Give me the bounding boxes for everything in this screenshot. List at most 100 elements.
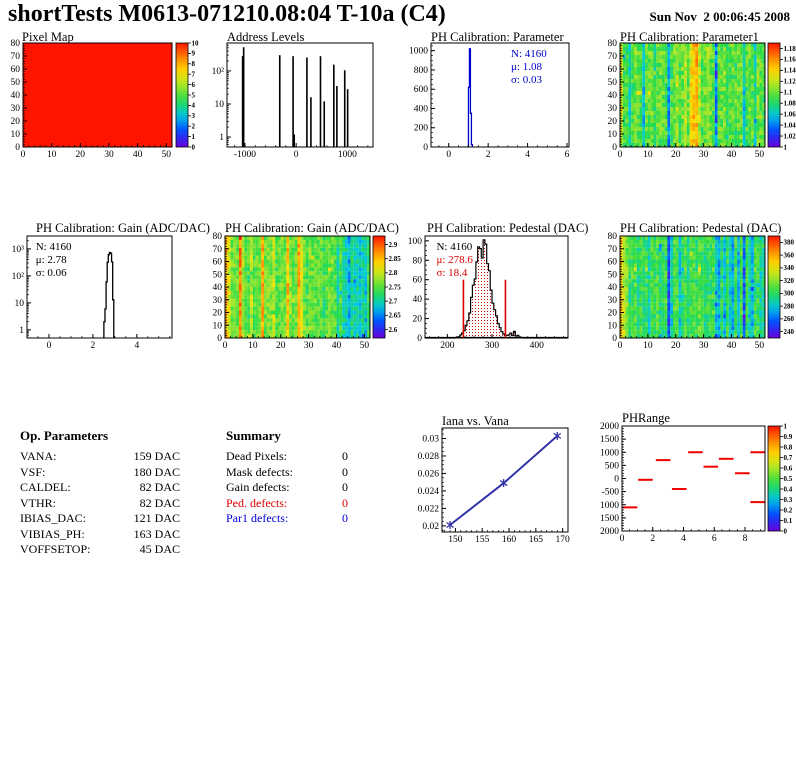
histogram-spike [292, 56, 294, 147]
summary-row: Dead Pixels: 0 [226, 449, 348, 463]
colorbar [767, 42, 781, 148]
svg-text:6: 6 [712, 534, 717, 544]
svg-text:200: 200 [414, 124, 429, 134]
histogram-spike [293, 134, 296, 147]
plot-frame [26, 235, 173, 339]
panel-gain-map: PH Calibration: Gain (ADC/DAC) 0 10 20 30 40… [210, 220, 405, 353]
op-parameters-title: Op. Parameters [20, 428, 109, 443]
plot-frame [441, 427, 569, 533]
stats-line: N: 4160 [511, 48, 547, 60]
svg-text:0.024: 0.024 [418, 487, 440, 497]
svg-text:2000: 2000 [600, 527, 619, 537]
svg-text:0: 0 [294, 150, 299, 160]
colorbar [372, 235, 386, 339]
svg-text:10: 10 [608, 130, 618, 140]
svg-text:150: 150 [448, 535, 463, 545]
plot-frame [226, 42, 374, 148]
svg-text:2.75: 2.75 [389, 283, 402, 291]
svg-text:20: 20 [671, 341, 681, 351]
histogram-spike [241, 56, 244, 147]
summary-title: Summary [226, 428, 281, 443]
svg-text:1.14: 1.14 [784, 67, 796, 75]
panel-pedestal-map: PH Calibration: Pedestal (DAC) 0 10 20 30 40… [605, 220, 796, 353]
svg-text:50: 50 [608, 270, 618, 280]
chart-pedestal-map[interactable]: 0 10 20 30 40 50 0 10 20 30 40 50 60 70 80 380 360 340 320… [605, 220, 796, 353]
svg-text:165: 165 [529, 535, 544, 545]
svg-text:155: 155 [475, 535, 490, 545]
chart-phrange[interactable]: 0 2 4 6 8 2000 1500 1000 500 0 -500 1000 1500 2000 1 0.… [600, 406, 796, 548]
summary-row: Ped. defects: 0 [226, 495, 348, 510]
svg-text:1: 1 [19, 326, 24, 336]
heatmap-cells [620, 236, 766, 339]
svg-text:10: 10 [213, 321, 223, 331]
svg-text:1000: 1000 [600, 448, 619, 458]
plot-title-gain-hist: PH Calibration: Gain (ADC/DAC) [36, 221, 210, 235]
stats-line: N: 4160 [36, 241, 72, 253]
svg-text:1500: 1500 [600, 435, 619, 445]
plot-title-ph-parameter: PH Calibration: Parameter [431, 30, 564, 44]
svg-text:0: 0 [423, 143, 428, 153]
svg-text:160: 160 [502, 535, 517, 545]
chart-pixel-map[interactable]: 0 10 20 30 40 50 0 10 20 30 40 50 60 70 80 10 9 8 7 6 5 4 3 2 1 0 [10, 30, 205, 162]
histogram-series [466, 48, 474, 148]
chart-iana-vs-vana[interactable]: 150 155 160 165 170 0.02 0.022 0.024 0.026 0.028 0… [405, 406, 600, 548]
svg-text:60: 60 [11, 65, 21, 75]
svg-text:20: 20 [213, 309, 223, 319]
param-row: VSF: 180 DAC [20, 464, 180, 479]
panel-pedestal-hist: PH Calibration: Pedestal (DAC) 200 300 400… [405, 220, 600, 353]
histogram-spike [346, 89, 349, 147]
svg-text:1.02: 1.02 [784, 132, 796, 140]
svg-text:1: 1 [784, 143, 788, 151]
svg-text:60: 60 [608, 258, 618, 268]
svg-text:10: 10 [11, 130, 21, 140]
histogram-spike [333, 64, 335, 147]
svg-text:80: 80 [413, 256, 423, 266]
histogram-series [103, 251, 115, 338]
chart-address-levels[interactable]: -1000 0 1000 1 10 10² [212, 30, 398, 162]
histogram-spike [343, 70, 346, 147]
svg-text:7: 7 [192, 71, 196, 79]
svg-text:1.16: 1.16 [784, 56, 796, 64]
svg-text:300: 300 [784, 290, 795, 298]
svg-text:5: 5 [192, 91, 196, 99]
svg-text:1.08: 1.08 [784, 100, 796, 108]
svg-text:0: 0 [15, 143, 20, 153]
histogram-spike [306, 57, 308, 147]
panel-pixel-map: Pixel Map 0 10 20 30 40 50 0 10 20 30 40 50 60 70 80 10… [10, 30, 205, 162]
panel-parameter1-map: PH Calibration: Parameter1 0 10 20 30 40 50 0 1… [605, 30, 796, 162]
svg-text:50: 50 [360, 341, 370, 351]
param-row: VTHR: 82 DAC [20, 495, 180, 510]
param-row: VOFFSETOP: 45 DAC [20, 542, 180, 556]
svg-text:80: 80 [608, 232, 618, 242]
chart-pedestal-hist[interactable]: 200 300 400 0 20 40 60 80 100 N: 4160 μ: 278.6 σ: 1… [405, 220, 600, 353]
svg-text:2.7: 2.7 [389, 297, 398, 305]
chart-parameter1-map[interactable]: 0 10 20 30 40 50 0 10 20 30 40 50 60 70 80 1.18 1.16 1.14… [605, 30, 796, 162]
svg-text:50: 50 [755, 150, 765, 160]
svg-text:10²: 10² [12, 272, 25, 282]
svg-text:1000: 1000 [600, 501, 619, 511]
chart-ph-parameter[interactable]: 0 2 4 6 0 200 400 600 800 1000 N: 4160 μ: 1.08 σ: 0.… [405, 30, 600, 162]
star-marker [553, 431, 562, 440]
svg-text:300: 300 [485, 341, 500, 351]
svg-text:10: 10 [248, 341, 258, 351]
svg-text:60: 60 [608, 65, 618, 75]
svg-text:40: 40 [727, 341, 737, 351]
svg-text:0.022: 0.022 [418, 504, 440, 514]
param-row: VANA: 159 DAC [20, 449, 180, 463]
svg-text:80: 80 [608, 39, 618, 49]
svg-text:10³: 10³ [12, 245, 25, 255]
svg-text:10: 10 [608, 321, 618, 331]
panel-iana-vs-vana: Iana vs. Vana 150 155 160 165 170 0.02 0.022 0.… [405, 406, 600, 548]
svg-text:40: 40 [727, 150, 737, 160]
svg-text:0: 0 [618, 150, 623, 160]
svg-text:10: 10 [192, 39, 200, 47]
plot-title-pedestal-hist: PH Calibration: Pedestal (DAC) [427, 221, 589, 235]
chart-gain-map[interactable]: 0 10 20 30 40 50 0 10 20 30 40 50 60 70 80 2.9 2.85 2.8 2.… [210, 220, 405, 353]
svg-text:70: 70 [608, 52, 618, 62]
svg-text:-1000: -1000 [234, 150, 256, 160]
histogram-spike [323, 101, 326, 147]
chart-gain-hist[interactable]: 0 2 4 1 10 10² 10³ N: 4160 μ: 2.78 σ: 0.06 [10, 220, 205, 353]
svg-text:80: 80 [11, 39, 21, 49]
param-row: IBIAS_DAC: 121 DAC [20, 511, 180, 525]
svg-text:1000: 1000 [338, 150, 357, 160]
